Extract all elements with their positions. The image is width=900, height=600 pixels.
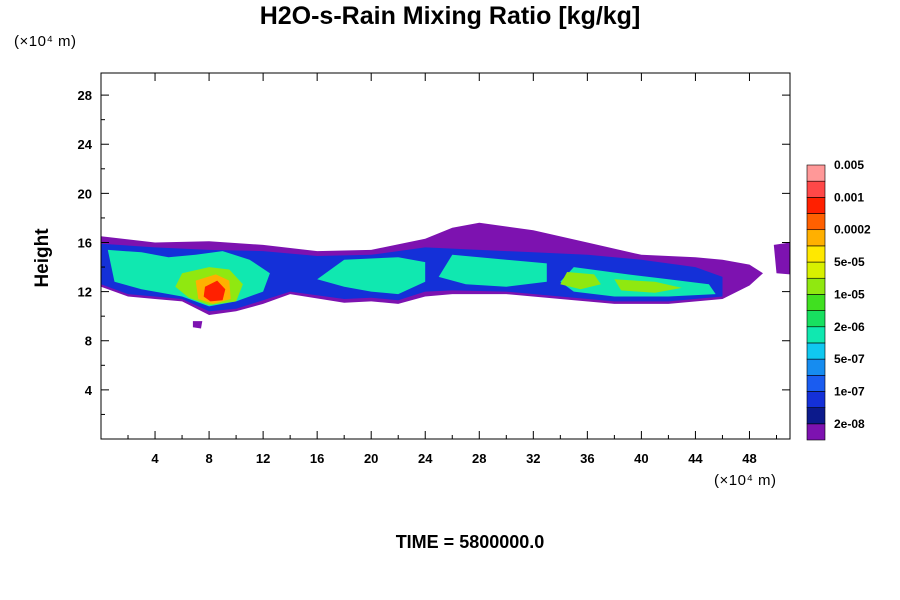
colorbar-swatch [806, 391, 826, 408]
x-axis: 4 8 12 16 20 24 28 32 36 40 44 48 [127, 73, 777, 466]
colorbar-swatch [806, 213, 826, 231]
colorbar-swatch [806, 294, 826, 311]
colorbar-label: 0.001 [834, 190, 864, 204]
y-tick-label: 12 [78, 285, 92, 300]
colorbar-swatch [806, 358, 826, 376]
colorbar-label: 0.0002 [834, 223, 871, 237]
colorbar-label: 0.005 [834, 158, 864, 172]
colorbar-swatch [806, 180, 826, 198]
x-tick-label: 8 [205, 451, 212, 466]
colorbar-swatch [806, 407, 826, 425]
colorbar-swatch [806, 245, 826, 263]
x-tick-label: 16 [310, 451, 324, 466]
field-contour-6 [438, 254, 547, 287]
colorbar-swatch [806, 277, 826, 295]
time-footer: TIME = 5800000.0 [395, 532, 545, 552]
x-tick-label: 4 [151, 451, 159, 466]
y-tick-label: 4 [85, 383, 93, 398]
x-tick-label: 48 [742, 451, 756, 466]
x-tick-label: 28 [472, 451, 486, 466]
colorbar-swatch [806, 342, 826, 360]
colorbar-swatch [806, 374, 826, 392]
colorbar-swatch [806, 261, 826, 279]
colorbar-label: 2e-08 [834, 417, 865, 431]
colorbar-label: 2e-06 [834, 320, 865, 334]
y-tick-label: 8 [85, 334, 92, 349]
x-tick-label: 40 [634, 451, 648, 466]
y-axis: 4 8 12 16 20 24 28 [78, 88, 790, 415]
x-unit-label: (×10⁴ m) [714, 472, 777, 489]
field-contour-1 [773, 242, 790, 275]
colorbar-label: 1e-07 [834, 384, 865, 398]
colorbar-swatch [806, 326, 826, 344]
colorbar-swatch [806, 423, 826, 441]
y-tick-label: 24 [78, 137, 93, 152]
y-tick-label: 28 [78, 88, 92, 103]
x-tick-label: 32 [526, 451, 540, 466]
field-contour-9 [560, 272, 601, 290]
colorbar: 2e-08 1e-07 5e-07 2e-06 1e-05 5e-05 0.0002 0.00… [806, 158, 871, 441]
y-tick-label: 16 [78, 235, 92, 250]
x-tick-label: 12 [256, 451, 270, 466]
colorbar-swatch [806, 310, 826, 328]
chart-title: H2O-s-Rain Mixing Ratio [kg/kg] [259, 2, 641, 30]
plot-frame [100, 72, 791, 440]
y-unit-label: (×10⁴ m) [14, 33, 77, 50]
field-contour-5 [317, 257, 426, 295]
x-tick-label: 44 [688, 451, 703, 466]
y-tick-label: 20 [78, 186, 92, 201]
field-contour-2 [192, 321, 203, 329]
colorbar-label: 5e-07 [834, 352, 865, 366]
colorbar-swatch [806, 229, 826, 247]
colorbar-label: 5e-05 [834, 255, 865, 269]
x-tick-label: 24 [418, 451, 433, 466]
colorbar-swatch [806, 197, 826, 214]
colorbar-label: 1e-05 [834, 287, 865, 301]
plot-field [101, 222, 790, 329]
x-tick-label: 36 [580, 451, 594, 466]
colorbar-swatch [806, 164, 826, 182]
field-contour-10 [614, 279, 682, 293]
x-tick-label: 20 [364, 451, 378, 466]
field-contour-12 [203, 280, 226, 302]
